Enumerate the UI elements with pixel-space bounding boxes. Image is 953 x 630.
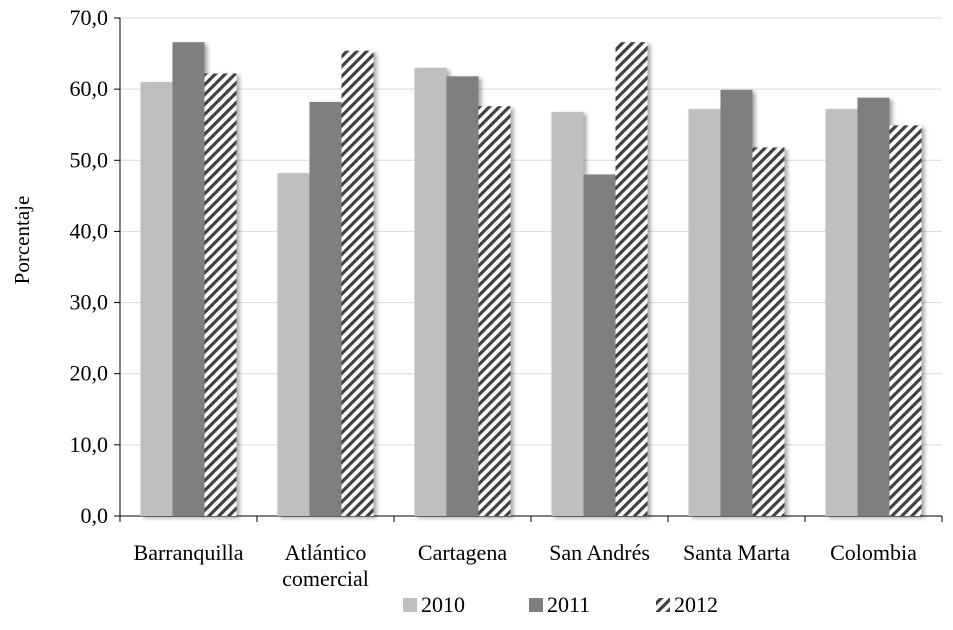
bars [140, 42, 922, 517]
y-tick-label: 30,0 [70, 290, 109, 315]
bar-2011-2 [446, 76, 479, 516]
x-category-label: Barranquilla [134, 540, 244, 565]
y-tick-label: 10,0 [70, 432, 109, 457]
bar-2011-1 [309, 101, 342, 516]
bar-2010-4 [688, 109, 721, 516]
bar-2010-0 [140, 82, 173, 517]
y-axis-title: Porcentaje [10, 196, 34, 285]
bar-2012-3 [615, 42, 648, 517]
x-category-label: Colombia [830, 540, 917, 565]
legend-swatch-2012 [656, 598, 670, 612]
legend: 2010 2011 2012 [403, 592, 718, 617]
bar-2010-3 [551, 111, 584, 516]
bar-2012-1 [341, 50, 374, 517]
bar-2012-5 [889, 125, 922, 516]
y-tick-label: 60,0 [70, 76, 109, 101]
y-tick-label: 0,0 [81, 503, 109, 528]
x-category-label: Santa Marta [683, 540, 790, 565]
legend-label-2011: 2011 [547, 592, 590, 617]
bar-2011-3 [583, 174, 616, 516]
x-category-label: Cartagena [418, 540, 507, 565]
x-category-label: San Andrés [549, 540, 650, 565]
bar-2010-2 [414, 67, 447, 517]
legend-swatch-2010 [403, 598, 417, 612]
y-tick-label: 70,0 [70, 5, 109, 30]
y-tick-label: 50,0 [70, 147, 109, 172]
legend-label-2010: 2010 [421, 592, 465, 617]
legend-label-2012: 2012 [674, 592, 718, 617]
y-tick-label: 40,0 [70, 218, 109, 243]
bar-2010-1 [277, 173, 310, 516]
bar-2012-0 [204, 73, 237, 517]
bar-2010-5 [825, 109, 858, 516]
bar-2011-4 [720, 89, 753, 517]
gridlines [120, 17, 942, 446]
axes [114, 17, 943, 522]
bar-2012-4 [752, 147, 785, 517]
x-category-label: Atlántico comercial [282, 540, 369, 591]
bar-2012-2 [478, 106, 511, 517]
bar-2011-0 [172, 42, 205, 517]
bar-2011-5 [857, 97, 890, 517]
axis-labels: 0,0 10,0 20,0 30,0 40,0 50,0 60,0 70,0 Barranqui… [70, 5, 918, 591]
legend-swatch-2011 [529, 598, 543, 612]
y-tick-label: 20,0 [70, 361, 109, 386]
